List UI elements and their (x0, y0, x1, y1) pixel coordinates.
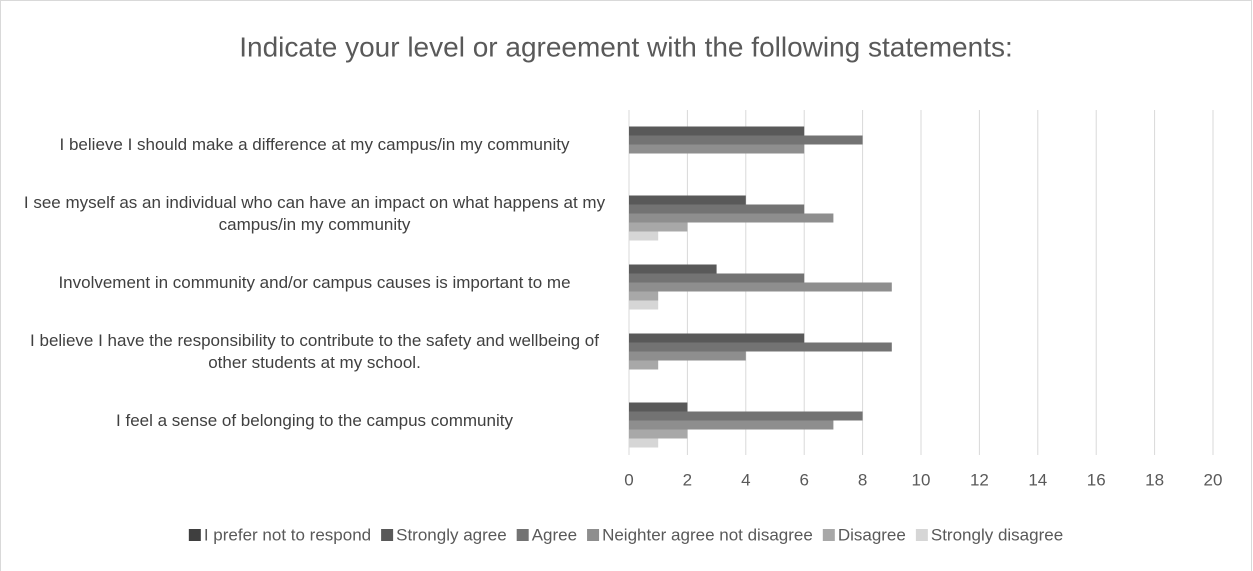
bar (629, 135, 863, 145)
x-tick-label: 10 (912, 470, 931, 489)
bar (629, 420, 834, 430)
bar (629, 213, 834, 223)
bar (629, 273, 805, 283)
bar (629, 342, 892, 352)
y-tick-label: I believe I should make a difference at … (59, 134, 570, 154)
legend-swatch (516, 529, 529, 541)
y-tick-label: Involvement in community and/or campus c… (58, 272, 571, 292)
bar (629, 360, 659, 370)
bar (629, 204, 805, 214)
bar (629, 402, 688, 412)
legend-label: I prefer not to respond (204, 525, 371, 544)
bar (629, 438, 659, 448)
x-tick-label: 12 (970, 470, 989, 489)
legend-swatch (188, 529, 201, 541)
legend-label: Agree (532, 525, 577, 544)
legend: I prefer not to respond Strongly agree Agr… (188, 525, 1063, 544)
bar (629, 126, 805, 136)
bar (629, 291, 659, 301)
bar (629, 282, 892, 292)
x-tick-label: 2 (683, 470, 692, 489)
legend-swatch (587, 529, 600, 541)
bar (629, 429, 688, 439)
x-tick-label: 16 (1087, 470, 1106, 489)
x-tick-label: 4 (741, 470, 750, 489)
bar (629, 195, 746, 205)
x-tick-label: 20 (1204, 470, 1223, 489)
bar (629, 144, 805, 154)
x-tick-label: 0 (624, 470, 633, 489)
bar (629, 300, 659, 310)
bar (629, 222, 688, 232)
legend-label: Strongly disagree (931, 525, 1063, 544)
y-tick-label: I see myself as an individual who can ha… (23, 192, 606, 234)
bar (629, 231, 659, 241)
bar (629, 351, 746, 361)
x-tick-label: 8 (858, 470, 867, 489)
chart-title: Indicate your level or agreement with th… (239, 31, 1013, 62)
legend-label: Disagree (838, 525, 906, 544)
legend-swatch (822, 529, 835, 541)
legend-swatch (915, 529, 928, 541)
legend-swatch (381, 529, 394, 541)
y-tick-label: I believe I have the responsibility to c… (30, 330, 599, 372)
x-tick-label: 18 (1145, 470, 1164, 489)
bar (629, 411, 863, 421)
bar (629, 264, 717, 274)
legend-label: Neighter agree not disagree (602, 525, 813, 544)
x-tick-label: 6 (799, 470, 808, 489)
x-tick-label: 14 (1028, 470, 1047, 489)
bar (629, 333, 805, 343)
legend-label: Strongly agree (396, 525, 507, 544)
y-tick-label: I feel a sense of belonging to the campu… (116, 410, 513, 430)
